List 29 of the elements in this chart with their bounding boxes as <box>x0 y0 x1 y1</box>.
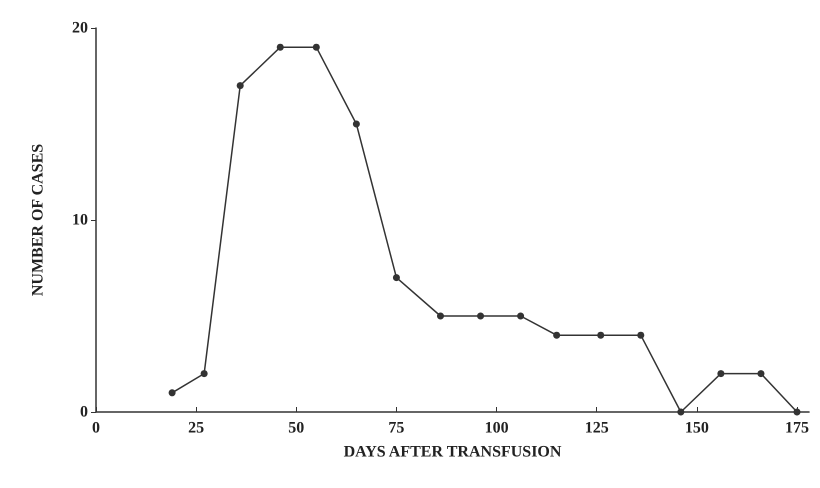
point <box>637 332 644 339</box>
point <box>553 332 560 339</box>
point <box>200 370 208 378</box>
x-tick-label: 175 <box>785 420 809 436</box>
point <box>312 44 320 51</box>
y-tick-label: 0 <box>80 404 88 420</box>
point <box>517 312 524 320</box>
point <box>757 370 764 378</box>
y-tick-label: 20 <box>72 20 88 36</box>
y-axis-title: NUMBER OF CASES <box>30 144 46 296</box>
x-tick-label: 50 <box>288 420 304 436</box>
y-tick-label: 10 <box>72 212 88 228</box>
point <box>236 82 244 90</box>
point <box>597 332 604 339</box>
x-axis-title: DAYS AFTER TRANSFUSION <box>344 444 562 460</box>
point <box>168 389 176 396</box>
x-tick-label: 25 <box>188 420 204 436</box>
point <box>392 274 400 282</box>
point <box>677 408 684 416</box>
x-tick-label: 100 <box>484 420 509 436</box>
point <box>477 312 484 320</box>
x-tick-label: 75 <box>388 420 404 436</box>
point <box>717 370 724 378</box>
point <box>276 44 284 51</box>
x-tick-label: 125 <box>584 420 609 436</box>
point <box>437 312 444 320</box>
point <box>352 120 360 128</box>
x-tick-label: 150 <box>684 420 709 436</box>
x-tick-label: 0 <box>92 420 100 436</box>
